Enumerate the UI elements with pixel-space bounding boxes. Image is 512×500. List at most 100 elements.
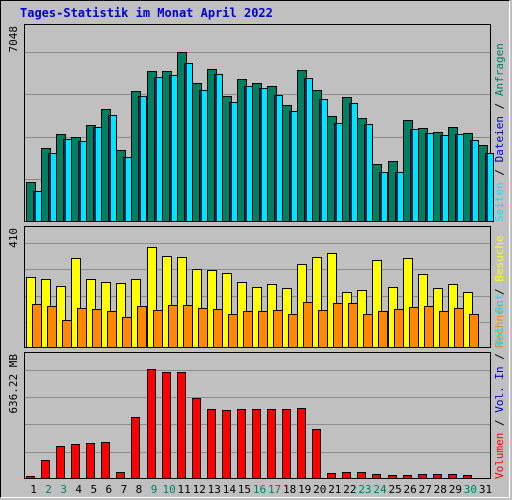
day-label-8: 8 [136, 483, 143, 496]
bar-volumen-day-29 [448, 474, 457, 479]
bar-seiten-day-16 [259, 88, 268, 222]
bar-volumen-day-24 [372, 474, 381, 479]
day-label-11: 11 [178, 483, 191, 496]
day-label-19: 19 [298, 483, 311, 496]
bar-rechner-day-24 [378, 311, 388, 348]
day-label-27: 27 [419, 483, 432, 496]
bar-dateien-edge-day-15 [245, 87, 247, 221]
legend-entry-seiten: Seiten [493, 182, 506, 222]
bar-dateien-edge-day-25 [396, 173, 398, 221]
bar-rechner-day-15 [243, 311, 253, 348]
bar-seiten-day-4 [78, 141, 87, 222]
bar-rechner-day-26 [409, 307, 419, 348]
bar-besuche-day-4 [71, 258, 81, 348]
day-label-4: 4 [75, 483, 82, 496]
bar-seiten-day-7 [123, 157, 132, 222]
bar-seiten-day-23 [364, 124, 373, 222]
bar-dateien-edge-day-21 [335, 124, 337, 221]
bar-volumen-day-6 [101, 442, 110, 479]
bar-seiten-day-1 [33, 191, 42, 222]
legend-bottom: Volumen / Vol. In / Vol. Out [493, 294, 506, 479]
bar-rechner-day-3 [62, 320, 72, 348]
bar-dateien-edge-day-20 [320, 100, 322, 221]
bar-seiten-day-13 [214, 74, 223, 222]
bar-besuche-day-11 [177, 257, 187, 348]
day-label-30: 30 [464, 483, 477, 496]
bar-rechner-day-13 [213, 309, 223, 348]
bar-seiten-day-14 [229, 102, 238, 222]
bar-volumen-day-30 [463, 475, 472, 479]
bar-dateien-edge-day-27 [426, 134, 428, 221]
bar-rechner-day-18 [288, 314, 298, 348]
bar-volumen-day-27 [418, 474, 427, 479]
bar-dateien-edge-day-11 [185, 64, 187, 221]
bar-rechner-day-20 [318, 310, 328, 348]
bar-dateien-edge-day-19 [305, 79, 307, 221]
bar-volumen-day-20 [312, 429, 321, 479]
bar-seiten-day-6 [108, 115, 117, 222]
bar-dateien-edge-day-8 [139, 97, 141, 221]
bar-seiten-day-30 [470, 140, 479, 222]
day-label-22: 22 [343, 483, 356, 496]
bar-dateien-edge-day-6 [109, 116, 111, 221]
bar-volumen-day-8 [131, 417, 140, 479]
day-label-7: 7 [121, 483, 128, 496]
bar-volumen-day-16 [252, 409, 261, 479]
bar-volumen-day-3 [56, 446, 65, 479]
day-label-6: 6 [106, 483, 113, 496]
day-label-25: 25 [388, 483, 401, 496]
bar-volumen-day-10 [162, 372, 171, 479]
bar-seiten-day-27 [425, 133, 434, 222]
day-label-5: 5 [90, 483, 97, 496]
legend-entry-rechner: Rechner [493, 301, 506, 348]
bar-volumen-day-23 [357, 472, 366, 479]
bar-volumen-day-2 [41, 460, 50, 479]
bar-dateien-edge-day-5 [94, 128, 96, 221]
bar-volumen-day-4 [71, 444, 80, 479]
day-label-28: 28 [434, 483, 447, 496]
legend-entry-dateien: Dateien [493, 116, 506, 162]
bar-volumen-day-15 [237, 409, 246, 479]
bar-volumen-day-26 [403, 475, 412, 479]
legend-entry-vol-in: Vol. In [493, 366, 506, 412]
bar-dateien-edge-day-30 [471, 141, 473, 221]
bar-dateien-edge-day-23 [365, 125, 367, 221]
legend-entry-besuche: Besuche [493, 235, 506, 281]
bar-rechner-day-21 [333, 303, 343, 348]
bar-volumen-day-11 [177, 372, 186, 479]
day-label-14: 14 [223, 483, 237, 496]
bar-seiten-day-17 [274, 95, 283, 222]
bar-seiten-day-28 [440, 135, 449, 222]
bar-besuche-day-10 [162, 256, 172, 348]
bar-volumen-day-25 [388, 475, 397, 479]
bar-rechner-day-30 [469, 314, 479, 348]
bar-dateien-edge-day-16 [260, 89, 262, 221]
bar-seiten-day-5 [93, 127, 102, 222]
bar-dateien-edge-day-13 [215, 75, 217, 221]
panel-1-max-label: 7048 [7, 26, 20, 53]
bar-seiten-day-31 [485, 153, 494, 222]
bar-volumen-day-1 [26, 476, 35, 479]
bar-dateien-edge-day-24 [380, 173, 382, 221]
bar-rechner-day-6 [107, 311, 117, 348]
legend-middle: Rechner / Besuche [493, 235, 506, 348]
bar-rechner-day-8 [137, 306, 147, 348]
bar-seiten-day-18 [289, 111, 298, 222]
bar-seiten-day-2 [48, 153, 57, 222]
day-label-26: 26 [404, 483, 417, 496]
bar-volumen-day-7 [116, 472, 125, 479]
bar-dateien-edge-day-7 [124, 158, 126, 221]
bar-besuche-day-21 [327, 253, 337, 348]
bar-dateien-edge-day-1 [34, 192, 36, 221]
day-label-18: 18 [283, 483, 296, 496]
bar-dateien-edge-day-12 [200, 91, 202, 221]
day-label-29: 29 [449, 483, 462, 496]
bar-volumen-day-17 [267, 409, 276, 479]
day-label-21: 21 [328, 483, 341, 496]
bar-rechner-day-9 [153, 310, 163, 348]
bar-seiten-day-26 [410, 129, 419, 222]
bar-seiten-day-19 [304, 78, 313, 222]
bar-besuche-day-9 [147, 247, 157, 348]
bar-rechner-day-17 [273, 310, 283, 348]
day-label-9: 9 [151, 483, 158, 496]
